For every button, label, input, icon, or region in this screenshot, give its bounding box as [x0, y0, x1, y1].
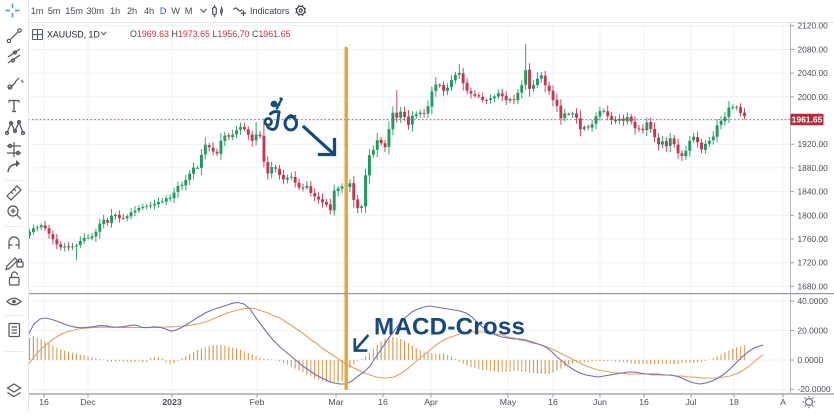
svg-text:1961.65: 1961.65	[792, 114, 823, 124]
svg-text:Indicators: Indicators	[250, 6, 290, 16]
svg-text:1m: 1m	[31, 6, 44, 16]
svg-text:1680.00: 1680.00	[798, 281, 829, 291]
svg-text:18: 18	[729, 397, 739, 407]
svg-text:2023: 2023	[162, 397, 181, 407]
svg-text:O1969.63 H1973.65 L1956.70 C19: O1969.63 H1973.65 L1956.70 C1961.65	[130, 29, 291, 39]
svg-text:30m: 30m	[86, 6, 104, 16]
svg-text:15m: 15m	[65, 6, 83, 16]
svg-text:M: M	[185, 6, 193, 16]
svg-text:4h: 4h	[144, 6, 154, 16]
svg-text:1760.00: 1760.00	[798, 234, 829, 244]
svg-text:0.0000: 0.0000	[798, 355, 824, 365]
svg-text:Feb: Feb	[250, 397, 265, 407]
svg-text:Apr: Apr	[424, 397, 438, 407]
svg-text:1880.00: 1880.00	[798, 163, 829, 173]
svg-text:16: 16	[639, 397, 649, 407]
svg-text:16: 16	[39, 397, 49, 407]
svg-text:2000.00: 2000.00	[798, 92, 829, 102]
svg-text:A: A	[780, 397, 786, 407]
svg-text:Mar: Mar	[329, 397, 344, 407]
svg-text:16: 16	[548, 397, 558, 407]
svg-text:2h: 2h	[127, 6, 137, 16]
svg-text:1840.00: 1840.00	[798, 187, 829, 197]
svg-text:40.0000: 40.0000	[798, 296, 829, 306]
svg-text:20.0000: 20.0000	[798, 326, 829, 336]
svg-text:5m: 5m	[48, 6, 61, 16]
svg-text:Dec: Dec	[80, 397, 96, 407]
svg-text:1800.00: 1800.00	[798, 210, 829, 220]
svg-text:2040.00: 2040.00	[798, 68, 829, 78]
svg-text:2080.00: 2080.00	[798, 44, 829, 54]
svg-text:-20.0000: -20.0000	[798, 384, 831, 394]
svg-text:16: 16	[378, 397, 388, 407]
svg-text:May: May	[500, 397, 517, 407]
svg-text:XAUUSD, 1D: XAUUSD, 1D	[47, 30, 100, 40]
svg-text:D: D	[160, 6, 167, 16]
svg-text:2120.00: 2120.00	[798, 21, 829, 31]
svg-text:MACD-Cross: MACD-Cross	[374, 314, 525, 341]
svg-text:Jun: Jun	[593, 397, 607, 407]
svg-text:Jul: Jul	[685, 397, 696, 407]
svg-text:1920.00: 1920.00	[798, 139, 829, 149]
svg-text:1h: 1h	[110, 6, 120, 16]
svg-text:W: W	[171, 6, 180, 16]
svg-text:1720.00: 1720.00	[798, 258, 829, 268]
